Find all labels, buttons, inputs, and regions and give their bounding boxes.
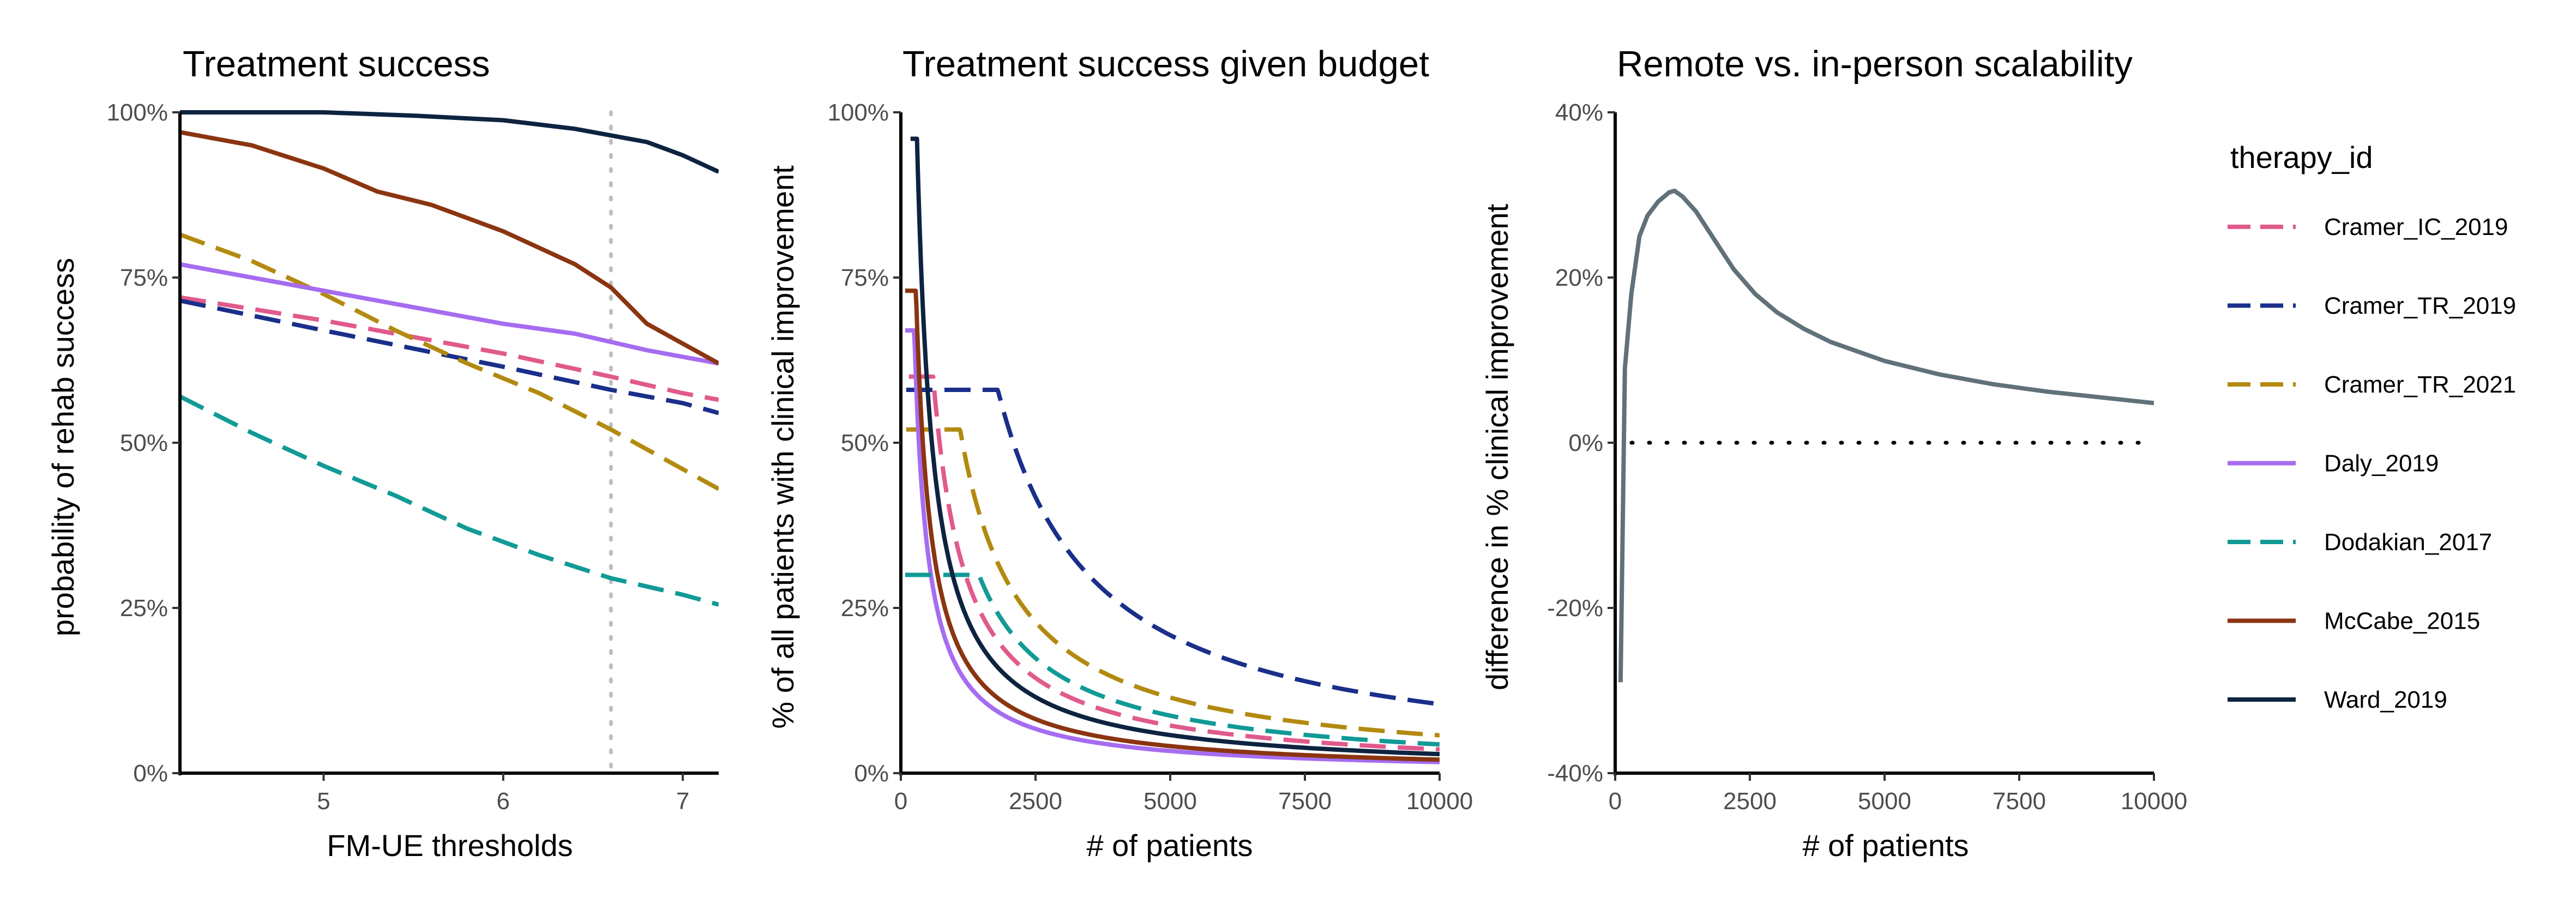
y-tick-label: 40% <box>1555 99 1603 126</box>
legend-label: Daly_2019 <box>2324 450 2439 477</box>
x-tick-label: 5 <box>317 788 330 815</box>
series-line-mccabe-2015 <box>904 288 1440 762</box>
panel-treatment-success-budget: Treatment success given budget # of pati… <box>766 44 1473 863</box>
y-tick-label: 0% <box>854 760 889 787</box>
series-line-cramer-tr-2021 <box>180 232 719 491</box>
legend-title: therapy_id <box>2230 140 2373 174</box>
x-axis-label: # of patients <box>1086 828 1253 863</box>
x-tick-label: 10000 <box>2121 788 2187 815</box>
legend-label: Cramer_IC_2019 <box>2324 214 2508 240</box>
y-tick-label: 75% <box>841 264 889 291</box>
x-tick-label: 0 <box>1609 788 1622 815</box>
y-tick-label: -40% <box>1547 760 1603 787</box>
y-axis-label: probability of rehab success <box>46 258 80 636</box>
panel-treatment-success: Treatment success FM-UE thresholds proba… <box>46 44 719 863</box>
series-line-daly-2019 <box>904 328 1440 764</box>
y-axis-label: difference in % clinical improvement <box>1480 203 1514 690</box>
y-tick-label: 100% <box>827 99 889 126</box>
x-tick-label: 7500 <box>1278 788 1332 815</box>
legend: therapy_id Cramer_IC_2019 Cramer_TR_2019 C… <box>2228 140 2516 713</box>
series-line-mccabe-2015 <box>180 130 719 366</box>
x-tick-label: 5000 <box>1858 788 1911 815</box>
y-tick-label: 50% <box>120 430 168 456</box>
series-line-cramer-ic-2019 <box>907 374 1440 752</box>
x-axis-label: # of patients <box>1802 828 1969 863</box>
x-tick-label: 0 <box>894 788 907 815</box>
series-line-cramer-tr-2019 <box>180 298 719 415</box>
series-line-cramer-ic-2019 <box>180 295 719 402</box>
panel-title: Remote vs. in-person scalability <box>1617 44 2133 85</box>
y-tick-label: 75% <box>120 264 168 291</box>
legend-label: McCabe_2015 <box>2324 608 2480 635</box>
y-tick-label: 100% <box>106 99 168 126</box>
y-axis-label: % of all patients with clinical improvem… <box>766 165 800 729</box>
y-tick-label: 25% <box>841 595 889 622</box>
series-line-dodakian-2017 <box>180 394 719 607</box>
legend-label: Ward_2019 <box>2324 686 2447 713</box>
legend-label: Cramer_TR_2021 <box>2324 371 2516 398</box>
y-tick-label: 0% <box>133 760 168 787</box>
panel-title: Treatment success <box>183 44 490 85</box>
series-line-daly-2019 <box>180 262 719 366</box>
panel-remote-vs-in-person: Remote vs. in-person scalability # of pa… <box>1480 44 2187 863</box>
panel-title: Treatment success given budget <box>902 44 1429 85</box>
series-line-ward-2019 <box>180 110 719 174</box>
x-tick-label: 7500 <box>1993 788 2046 815</box>
x-tick-label: 6 <box>497 788 510 815</box>
y-tick-label: 25% <box>120 595 168 622</box>
x-tick-label: 10000 <box>1406 788 1473 815</box>
series-line-difference <box>1618 188 2154 683</box>
series-line-dodakian-2017 <box>904 572 1440 747</box>
x-tick-label: 7 <box>676 788 689 815</box>
legend-label: Dodakian_2017 <box>2324 529 2492 556</box>
y-tick-label: 50% <box>841 430 889 456</box>
x-tick-label: 2500 <box>1009 788 1062 815</box>
legend-label: Cramer_TR_2019 <box>2324 293 2516 320</box>
y-tick-label: 20% <box>1555 264 1603 291</box>
x-tick-label: 2500 <box>1723 788 1777 815</box>
x-axis-label: FM-UE thresholds <box>327 828 573 863</box>
y-tick-label: -20% <box>1547 595 1603 622</box>
y-tick-label: 0% <box>1568 430 1603 456</box>
x-tick-label: 5000 <box>1143 788 1197 815</box>
series-line-ward-2019 <box>909 136 1440 757</box>
series-line-cramer-tr-2019 <box>905 388 1440 707</box>
